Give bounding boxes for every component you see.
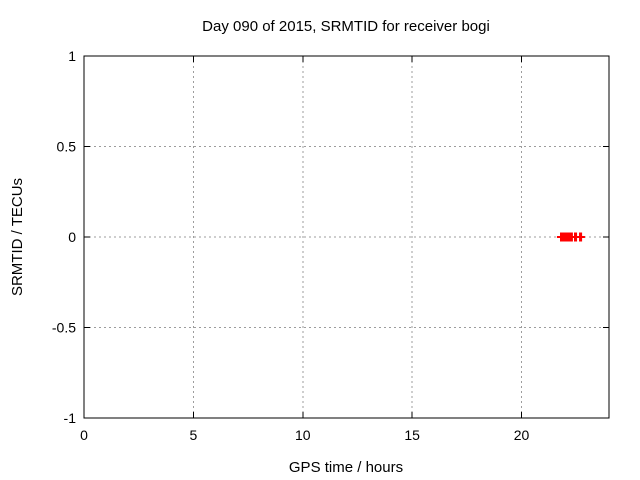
data-point-cluster xyxy=(574,232,578,242)
y-tick-label: 0 xyxy=(68,229,76,245)
y-axis-label: SRMTID / TECUs xyxy=(9,178,26,296)
y-tick-label: -1 xyxy=(64,410,77,426)
x-tick-label: 0 xyxy=(80,427,88,443)
data-point-cluster xyxy=(579,232,583,242)
y-tick-label: 1 xyxy=(68,48,76,64)
tick-label-layer: 0 5 10 15 20 1 0.5 0 -0.5 -1 xyxy=(52,48,530,443)
plot-border xyxy=(83,55,610,419)
grid-layer xyxy=(84,56,609,418)
x-tick-label: 20 xyxy=(514,427,530,443)
x-tick-label: 5 xyxy=(189,427,197,443)
x-axis-label: GPS time / hours xyxy=(289,459,403,476)
y-tick-label: -0.5 xyxy=(52,320,76,336)
data-series-srmtid xyxy=(556,232,585,242)
data-point-cluster xyxy=(560,232,573,242)
x-tick-label: 15 xyxy=(404,427,420,443)
chart-title: Day 090 of 2015, SRMTID for receiver bog… xyxy=(202,18,490,35)
y-tick-label: 0.5 xyxy=(57,139,77,155)
x-tick-label: 10 xyxy=(295,427,311,443)
